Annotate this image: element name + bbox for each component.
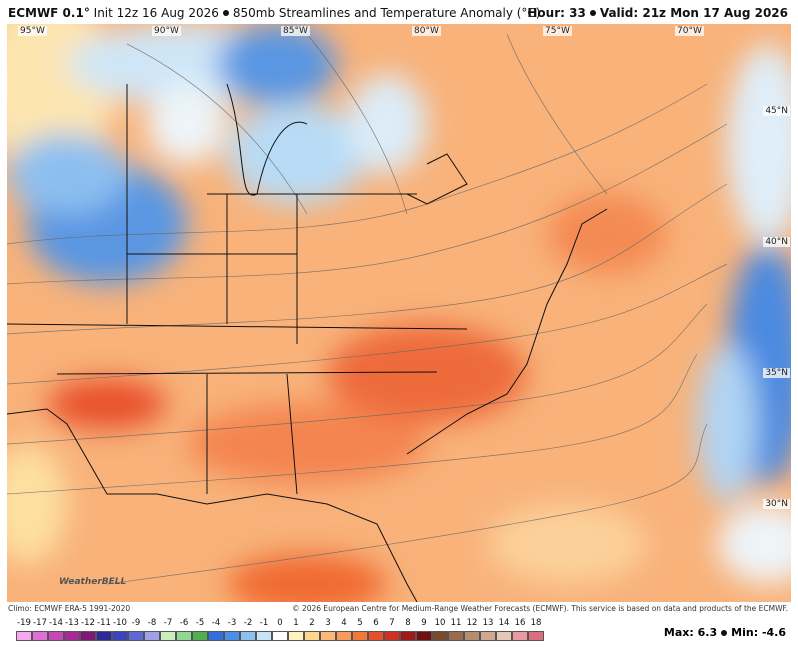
model: ECMWF 0.1°: [8, 6, 90, 20]
colorbar-swatch: [288, 631, 304, 641]
colorbar-label: -3: [227, 618, 237, 628]
colorbar-swatch: [240, 631, 256, 641]
colorbar-label: -9: [131, 618, 141, 628]
colorbar-swatch: [400, 631, 416, 641]
colorbar-label: -13: [65, 618, 79, 628]
colorbar-label: 6: [373, 618, 379, 628]
colorbar-swatch: [320, 631, 336, 641]
colorbar-swatch: [176, 631, 192, 641]
colorbar-swatch: [208, 631, 224, 641]
separator: [222, 10, 229, 16]
colorbar-swatch: [448, 631, 464, 641]
colorbar-label: 10: [434, 618, 446, 628]
colorbar-label: -17: [33, 618, 47, 628]
title: ECMWF 0.1° Init 12z 16 Aug 2026 850mb Str…: [8, 6, 540, 20]
product: 850mb Streamlines and Temperature Anomal…: [232, 6, 541, 20]
colorbar-label: -8: [147, 618, 157, 628]
colorbar-label: -1: [259, 618, 269, 628]
colorbar-swatch: [496, 631, 512, 641]
copyright: © 2026 European Centre for Medium-Range …: [292, 604, 788, 613]
colorbar-swatch: [304, 631, 320, 641]
colorbar-swatch: [224, 631, 240, 641]
colorbar-swatch: [112, 631, 128, 641]
colorbar-label: 13: [482, 618, 494, 628]
colorbar-label: 7: [389, 618, 395, 628]
colorbar-swatch: [16, 631, 32, 641]
colorbar-swatch: [336, 631, 352, 641]
init: Init 12z 16 Aug 2026: [93, 6, 219, 20]
latitude-label: 45°N: [763, 106, 790, 116]
colorbar-label: 8: [405, 618, 411, 628]
valid-time: Hour: 33 Valid: 21z Mon 17 Aug 2026: [527, 6, 788, 20]
colorbar-label: 0: [277, 618, 283, 628]
max-value: 6.3: [697, 626, 718, 639]
colorbar-swatch: [128, 631, 144, 641]
colorbar-label: -4: [211, 618, 221, 628]
colorbar-swatch: [416, 631, 432, 641]
colorbar-swatch: [464, 631, 480, 641]
colorbar-label: 3: [325, 618, 331, 628]
colorbar-label: 12: [466, 618, 478, 628]
colorbar-label: 18: [530, 618, 542, 628]
latitude-label: 30°N: [763, 499, 790, 509]
colorbar-label: -5: [195, 618, 205, 628]
colorbar-label: 9: [421, 618, 427, 628]
valid: Valid: 21z Mon 17 Aug 2026: [599, 6, 788, 20]
longitude-label: 90°W: [152, 26, 181, 36]
colorbar-label: -12: [81, 618, 95, 628]
colorbar-label: 16: [514, 618, 526, 628]
colorbar-swatch: [192, 631, 208, 641]
colorbar-swatch: [80, 631, 96, 641]
boundaries: [7, 83, 608, 602]
colorbar-swatch: [256, 631, 272, 641]
longitude-label: 75°W: [543, 26, 572, 36]
colorbar-label: 5: [357, 618, 363, 628]
colorbar-swatch: [512, 631, 528, 641]
longitude-label: 85°W: [281, 26, 310, 36]
watermark: WeatherBELL: [59, 577, 127, 587]
colorbar-swatch: [272, 631, 288, 641]
colorbar-swatch: [368, 631, 384, 641]
separator: [721, 629, 728, 636]
colorbar-label: 14: [498, 618, 510, 628]
colorbar-swatch: [64, 631, 80, 641]
colorbar-swatch: [528, 631, 544, 641]
longitude-label: 70°W: [675, 26, 704, 36]
colorbar-swatch: [32, 631, 48, 641]
streamlines: [7, 33, 728, 585]
colorbar-swatch: [96, 631, 112, 641]
colorbar-label: -7: [163, 618, 173, 628]
colorbar-label: -2: [243, 618, 253, 628]
colorbar-swatch: [160, 631, 176, 641]
min-value: -4.6: [761, 626, 786, 639]
colorbar-label: -10: [113, 618, 127, 628]
hour: Hour: 33: [527, 6, 586, 20]
colorbar-label: 4: [341, 618, 347, 628]
longitude-label: 80°W: [412, 26, 441, 36]
colorbar-swatch: [384, 631, 400, 641]
colorbar-swatch: [480, 631, 496, 641]
colorbar-swatch: [352, 631, 368, 641]
latitude-label: 35°N: [763, 368, 790, 378]
colorbar-label: -19: [17, 618, 31, 628]
climo-note: Climo: ECMWF ERA-5 1991-2020: [8, 604, 131, 613]
stats: Max: 6.3 Min: -4.6: [664, 626, 786, 639]
colorbar-swatch: [48, 631, 64, 641]
colorbar-label: -14: [49, 618, 63, 628]
min-label: Min:: [731, 626, 759, 639]
colorbar-label: 11: [450, 618, 462, 628]
map: WeatherBELL: [7, 24, 791, 602]
colorbar-label: -6: [179, 618, 189, 628]
max-label: Max:: [663, 626, 694, 639]
latitude-label: 40°N: [763, 237, 790, 247]
separator: [589, 10, 596, 16]
longitude-label: 95°W: [18, 26, 47, 36]
colorbar-label: 2: [309, 618, 315, 628]
colorbar-swatch: [144, 631, 160, 641]
colorbar-swatch: [432, 631, 448, 641]
colorbar-label: -11: [97, 618, 111, 628]
colorbar-label: 1: [293, 618, 299, 628]
